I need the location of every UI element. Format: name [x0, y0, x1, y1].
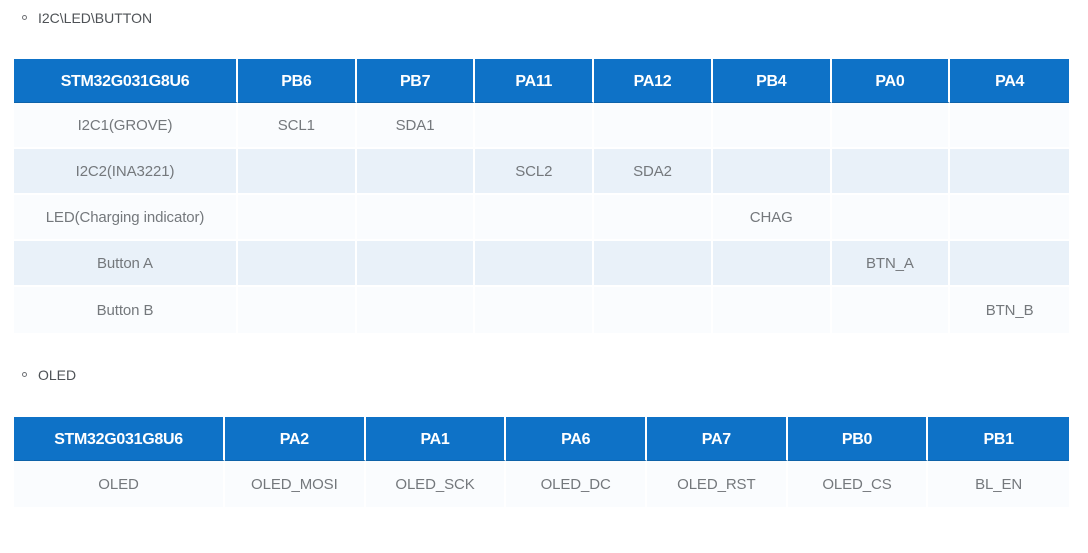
- pin-cell: [238, 287, 357, 333]
- pin-cell: [831, 149, 951, 195]
- column-header: STM32G031G8U6: [14, 417, 225, 461]
- column-header: STM32G031G8U6: [14, 59, 238, 103]
- pin-cell: SCL1: [238, 103, 357, 149]
- pin-cell: [356, 195, 476, 241]
- pin-cell: [594, 195, 713, 241]
- row-label-cell: OLED: [14, 461, 225, 507]
- row-label-cell: I2C2(INA3221): [14, 149, 238, 195]
- column-header: PA11: [475, 59, 595, 103]
- pin-cell: BL_EN: [928, 461, 1069, 507]
- pin-cell: [356, 149, 476, 195]
- pin-cell: [950, 149, 1069, 195]
- row-label-cell: Button A: [14, 241, 238, 287]
- pin-cell: [712, 149, 832, 195]
- pin-cell: [712, 287, 832, 333]
- pin-cell: [475, 287, 595, 333]
- pin-cell: [475, 241, 595, 287]
- column-header: PA7: [647, 417, 788, 461]
- section-title-label: I2C\LED\BUTTON: [38, 10, 153, 26]
- pin-cell: [475, 103, 595, 149]
- column-header: PA6: [506, 417, 647, 461]
- pin-cell: [594, 103, 713, 149]
- pin-cell: [356, 241, 476, 287]
- column-header: PB6: [238, 59, 357, 103]
- pin-cell: [594, 241, 713, 287]
- column-header: PB1: [928, 417, 1069, 461]
- pin-cell: [238, 195, 357, 241]
- pin-cell: [712, 241, 832, 287]
- list-bullet-circle-icon: [22, 15, 27, 20]
- pin-cell: [950, 195, 1069, 241]
- row-label-cell: I2C1(GROVE): [14, 103, 238, 149]
- pin-cell: OLED_MOSI: [225, 461, 366, 507]
- column-header: PB0: [787, 417, 929, 461]
- column-header: PA0: [831, 59, 951, 103]
- pin-cell: OLED_SCK: [365, 461, 507, 507]
- pin-cell: [238, 149, 357, 195]
- pin-cell: [831, 195, 951, 241]
- pin-cell: OLED_RST: [647, 461, 788, 507]
- pin-cell: [356, 287, 476, 333]
- pin-cell: CHAG: [712, 195, 832, 241]
- row-label-cell: LED(Charging indicator): [14, 195, 238, 241]
- pin-cell: [950, 241, 1069, 287]
- list-bullet-circle-icon: [22, 372, 27, 377]
- column-header: PB7: [356, 59, 476, 103]
- column-header: PA4: [950, 59, 1069, 103]
- pin-cell: BTN_B: [950, 287, 1069, 333]
- pin-cell: [594, 287, 713, 333]
- pin-cell: SCL2: [475, 149, 595, 195]
- row-label-cell: Button B: [14, 287, 238, 333]
- pin-cell: [831, 287, 951, 333]
- pin-cell: [950, 103, 1069, 149]
- pin-mapping-table-oled: STM32G031G8U6 PA2 PA1 PA6 PA7 PB0 PB1 OLED OLED_…: [14, 417, 1069, 507]
- column-header: PA1: [365, 417, 507, 461]
- pin-cell: BTN_A: [831, 241, 951, 287]
- column-header: PA12: [594, 59, 713, 103]
- pin-cell: OLED_DC: [506, 461, 647, 507]
- pin-cell: [831, 103, 951, 149]
- pin-cell: [475, 195, 595, 241]
- column-header: PB4: [712, 59, 832, 103]
- pin-cell: SDA2: [594, 149, 713, 195]
- pin-cell: [238, 241, 357, 287]
- pin-cell: SDA1: [356, 103, 476, 149]
- pin-mapping-table-i2c-led-button: STM32G031G8U6 PB6 PB7 PA11 PA12 PB4 PA0 PA4 I2C1…: [14, 59, 1069, 333]
- pin-cell: [712, 103, 832, 149]
- section-title-label: OLED: [38, 367, 77, 383]
- pin-cell: OLED_CS: [787, 461, 929, 507]
- column-header: PA2: [225, 417, 366, 461]
